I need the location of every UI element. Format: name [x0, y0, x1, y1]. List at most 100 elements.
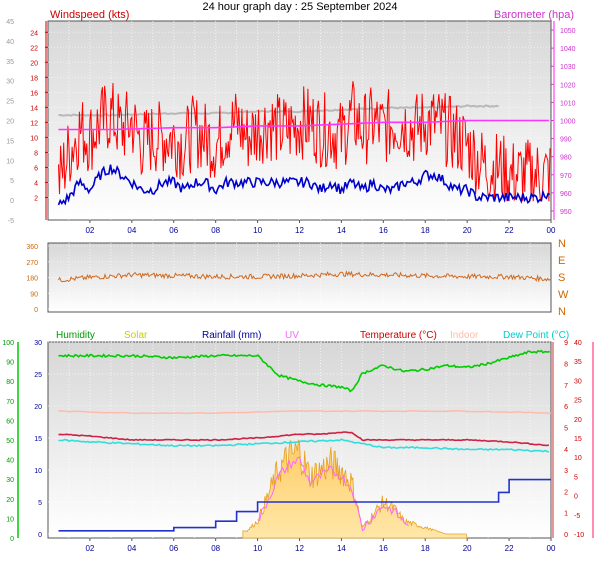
inner-tick-label: 20: [30, 60, 38, 67]
direction-ticks: 0 90 180 270 360: [26, 244, 551, 314]
compass-label: S: [558, 272, 565, 284]
legend-label: Temperature (°C): [360, 330, 437, 341]
humidity-tick-label: 90: [6, 360, 14, 367]
humidity-tick-label: 100: [2, 340, 14, 347]
baro-tick-label: 1000: [560, 119, 576, 126]
rainfall-series-line: [58, 478, 551, 532]
compass-label: W: [558, 289, 569, 301]
uv-tick-label: 8: [564, 362, 568, 369]
humidity-tick-label: 50: [6, 438, 14, 445]
humidity-tick-label: 0: [10, 536, 14, 543]
x-tick-label: 14: [337, 226, 346, 235]
direction-marks: [58, 270, 551, 283]
rain-tick-label: 25: [34, 372, 42, 379]
inner-tick-label: 6: [34, 165, 38, 172]
inner-tick-label: 8: [34, 150, 38, 157]
baro-tick-label: 960: [560, 191, 572, 198]
x-tick-label: 08: [211, 226, 220, 235]
legend-label: Rainfall (mm): [202, 330, 261, 341]
inner-tick-label: 4: [34, 180, 38, 187]
humidity-tick-label: 70: [6, 399, 14, 406]
x-tick-label: 08: [211, 544, 220, 553]
outer-tick-label: 5: [10, 178, 14, 185]
chart-title: 24 hour graph day : 25 September 2024: [202, 1, 397, 13]
baro-tick-label: 990: [560, 137, 572, 144]
legend-label: Indoor: [450, 330, 479, 341]
humidity-tick-label: 80: [6, 379, 14, 386]
rain-tick-label: 0: [38, 532, 42, 539]
temperature-tick-label: 35: [574, 359, 582, 366]
rain-tick-label: 10: [34, 468, 42, 475]
inner-tick-label: 22: [30, 45, 38, 52]
baro-tick-label: 1040: [560, 46, 576, 53]
x-tick-label: 10: [253, 226, 262, 235]
windspeed-label: Windspeed (kts): [50, 9, 129, 21]
wind-avg-series-line: [57, 164, 551, 206]
wind-outer-ticks: -5 0 5 10 15 20 25 30 35 40 45: [6, 19, 14, 225]
inner-tick-label: 10: [30, 135, 38, 142]
temperature-tick-label: 15: [574, 436, 582, 443]
direction-tick-label: 90: [30, 291, 38, 298]
barometer-label: Barometer (hpa): [494, 9, 574, 21]
rain-ticks: 0 5 10 15 20 25 30: [34, 340, 551, 539]
uv-tick-label: 1: [564, 511, 568, 518]
x-tick-label: 02: [85, 226, 94, 235]
uv-tick-label: 7: [564, 383, 568, 390]
inner-tick-label: 24: [30, 30, 38, 37]
temperature-tick-label: -10: [574, 532, 584, 539]
uv-tick-label: 9: [564, 340, 568, 347]
x-tick-label: 20: [463, 544, 472, 553]
x-tick-label: 00: [547, 226, 556, 235]
temperature-tick-label: 0: [574, 494, 578, 501]
rain-tick-label: 30: [34, 340, 42, 347]
baro-tick-label: 1010: [560, 100, 576, 107]
inner-tick-label: 14: [30, 105, 38, 112]
uv-tick-label: 3: [564, 468, 568, 475]
temperature-tick-label: 40: [574, 340, 582, 347]
outer-tick-label: 0: [10, 198, 14, 205]
x-tick-label: 18: [421, 544, 430, 553]
temperature-tick-label: 30: [574, 378, 582, 385]
x-tick-label: 16: [379, 544, 388, 553]
dew-point-c-series-line: [58, 438, 550, 453]
temperature-tick-label: -5: [574, 513, 580, 520]
x-tick-label: 22: [505, 544, 514, 553]
direction-tick-label: 180: [26, 276, 38, 283]
temperature-tick-label: 25: [574, 398, 582, 405]
x-tick-label: 16: [379, 226, 388, 235]
rain-tick-label: 5: [38, 500, 42, 507]
multi-legend: Humidity Solar Rainfall (mm) UV Temperature …: [56, 330, 569, 341]
baro-tick-label: 980: [560, 155, 572, 162]
temperature-tick-label: 20: [574, 417, 582, 424]
outer-tick-label: 25: [6, 99, 14, 106]
legend-label: Humidity: [56, 330, 95, 341]
outer-tick-label: 35: [6, 59, 14, 66]
wind-x-ticks: 02 04 06 08 10 12 14 16 18 20 22 00: [85, 220, 556, 235]
direction-tick-label: 0: [34, 307, 38, 314]
compass-label: N: [558, 238, 566, 250]
uv-tick-label: 4: [564, 447, 568, 454]
x-tick-label: 06: [169, 226, 178, 235]
solar-series-area: [242, 439, 468, 539]
x-tick-label: 02: [85, 544, 94, 553]
uv-tick-label: 5: [564, 425, 568, 432]
x-tick-label: 12: [295, 226, 304, 235]
x-tick-label: 04: [127, 226, 136, 235]
direction-tick-label: 360: [26, 244, 38, 251]
uv-ticks: 0 1 2 3 4 5 6 7 8 9: [564, 340, 568, 539]
barometer-series-line: [58, 119, 549, 131]
outer-tick-label: -5: [8, 218, 14, 225]
uv-tick-label: 0: [564, 532, 568, 539]
rain-tick-label: 20: [34, 404, 42, 411]
x-tick-label: 14: [337, 544, 346, 553]
indoorseries-line: [58, 410, 552, 415]
baro-tick-label: 1020: [560, 82, 576, 89]
baro-tick-label: 970: [560, 173, 572, 180]
barometer-ticks: 950 960 970 980 990 1000 1010 1020 1030 1040 1050: [551, 21, 576, 220]
baro-tick-label: 1030: [560, 64, 576, 71]
inner-tick-label: 12: [30, 120, 38, 127]
x-tick-label: 20: [463, 226, 472, 235]
wind-grey-line: [58, 104, 499, 117]
